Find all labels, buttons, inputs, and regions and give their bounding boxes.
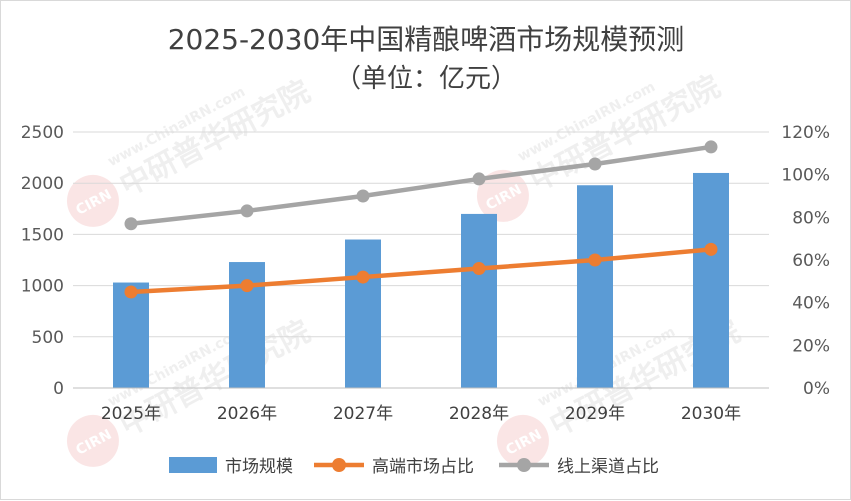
x-tick-label: 2027年 [333,404,393,424]
legend-label: 线上渠道占比 [557,457,659,477]
legend-label: 市场规模 [225,457,293,477]
line-point [704,140,718,154]
y-right-tick-label: 80% [792,208,830,228]
legend: 市场规模 高端市场占比 线上渠道占比 [169,457,659,477]
y-right-tick-label: 40% [792,294,830,314]
bar [345,239,381,388]
line-point [356,189,370,203]
watermark-logo-icon [66,174,119,227]
legend-swatch-bar [169,457,217,473]
legend-swatch-marker [517,458,531,472]
x-tick-label: 2030年 [681,404,741,424]
line-point [124,217,138,231]
chart-subtitle: （单位：亿元） [335,64,517,94]
line-point [472,172,486,186]
bar [461,213,497,388]
y-left-tick-label: 500 [32,328,64,348]
legend-swatch-marker [332,458,346,472]
series-line [130,144,712,226]
x-tick-label: 2029年 [565,404,625,424]
bar [693,172,729,388]
x-tick-label: 2025年 [101,404,161,424]
chart-title: 2025-2030年中国精酿啤酒市场规模预测 [168,23,685,56]
y-right-tick-label: 60% [792,251,830,271]
y-left-tick-label: 1500 [21,225,64,245]
x-tick-label: 2026年 [217,404,277,424]
y-left-tick-label: 0 [53,379,64,399]
y-right-tick-label: 120% [781,123,830,143]
axes: 0 500 1000 1500 2000 2500 0% 20% 40% 60% 80% 100% 12… [21,123,830,424]
line-point [588,253,602,267]
bar [113,282,149,388]
y-left-tick-label: 1000 [21,277,64,297]
watermark-logo-icon [496,414,549,467]
line-point [588,157,602,171]
y-left-tick-label: 2000 [21,174,64,194]
line-point [704,242,718,256]
y-left-tick-label: 2500 [21,123,64,143]
line-point [124,285,138,299]
bar [577,185,613,388]
watermark-logo-icon [66,414,119,467]
legend-label: 高端市场占比 [372,457,474,477]
line-point [240,279,254,293]
line-series [124,140,718,299]
bar-series [113,172,729,388]
series-line [130,247,712,295]
line-point [356,270,370,284]
y-right-tick-label: 0% [803,379,830,399]
line-point [472,262,486,276]
line-point [240,204,254,218]
gridlines [73,131,769,389]
x-tick-label: 2028年 [449,404,509,424]
y-right-tick-label: 20% [792,336,830,356]
y-right-tick-label: 100% [781,166,830,186]
